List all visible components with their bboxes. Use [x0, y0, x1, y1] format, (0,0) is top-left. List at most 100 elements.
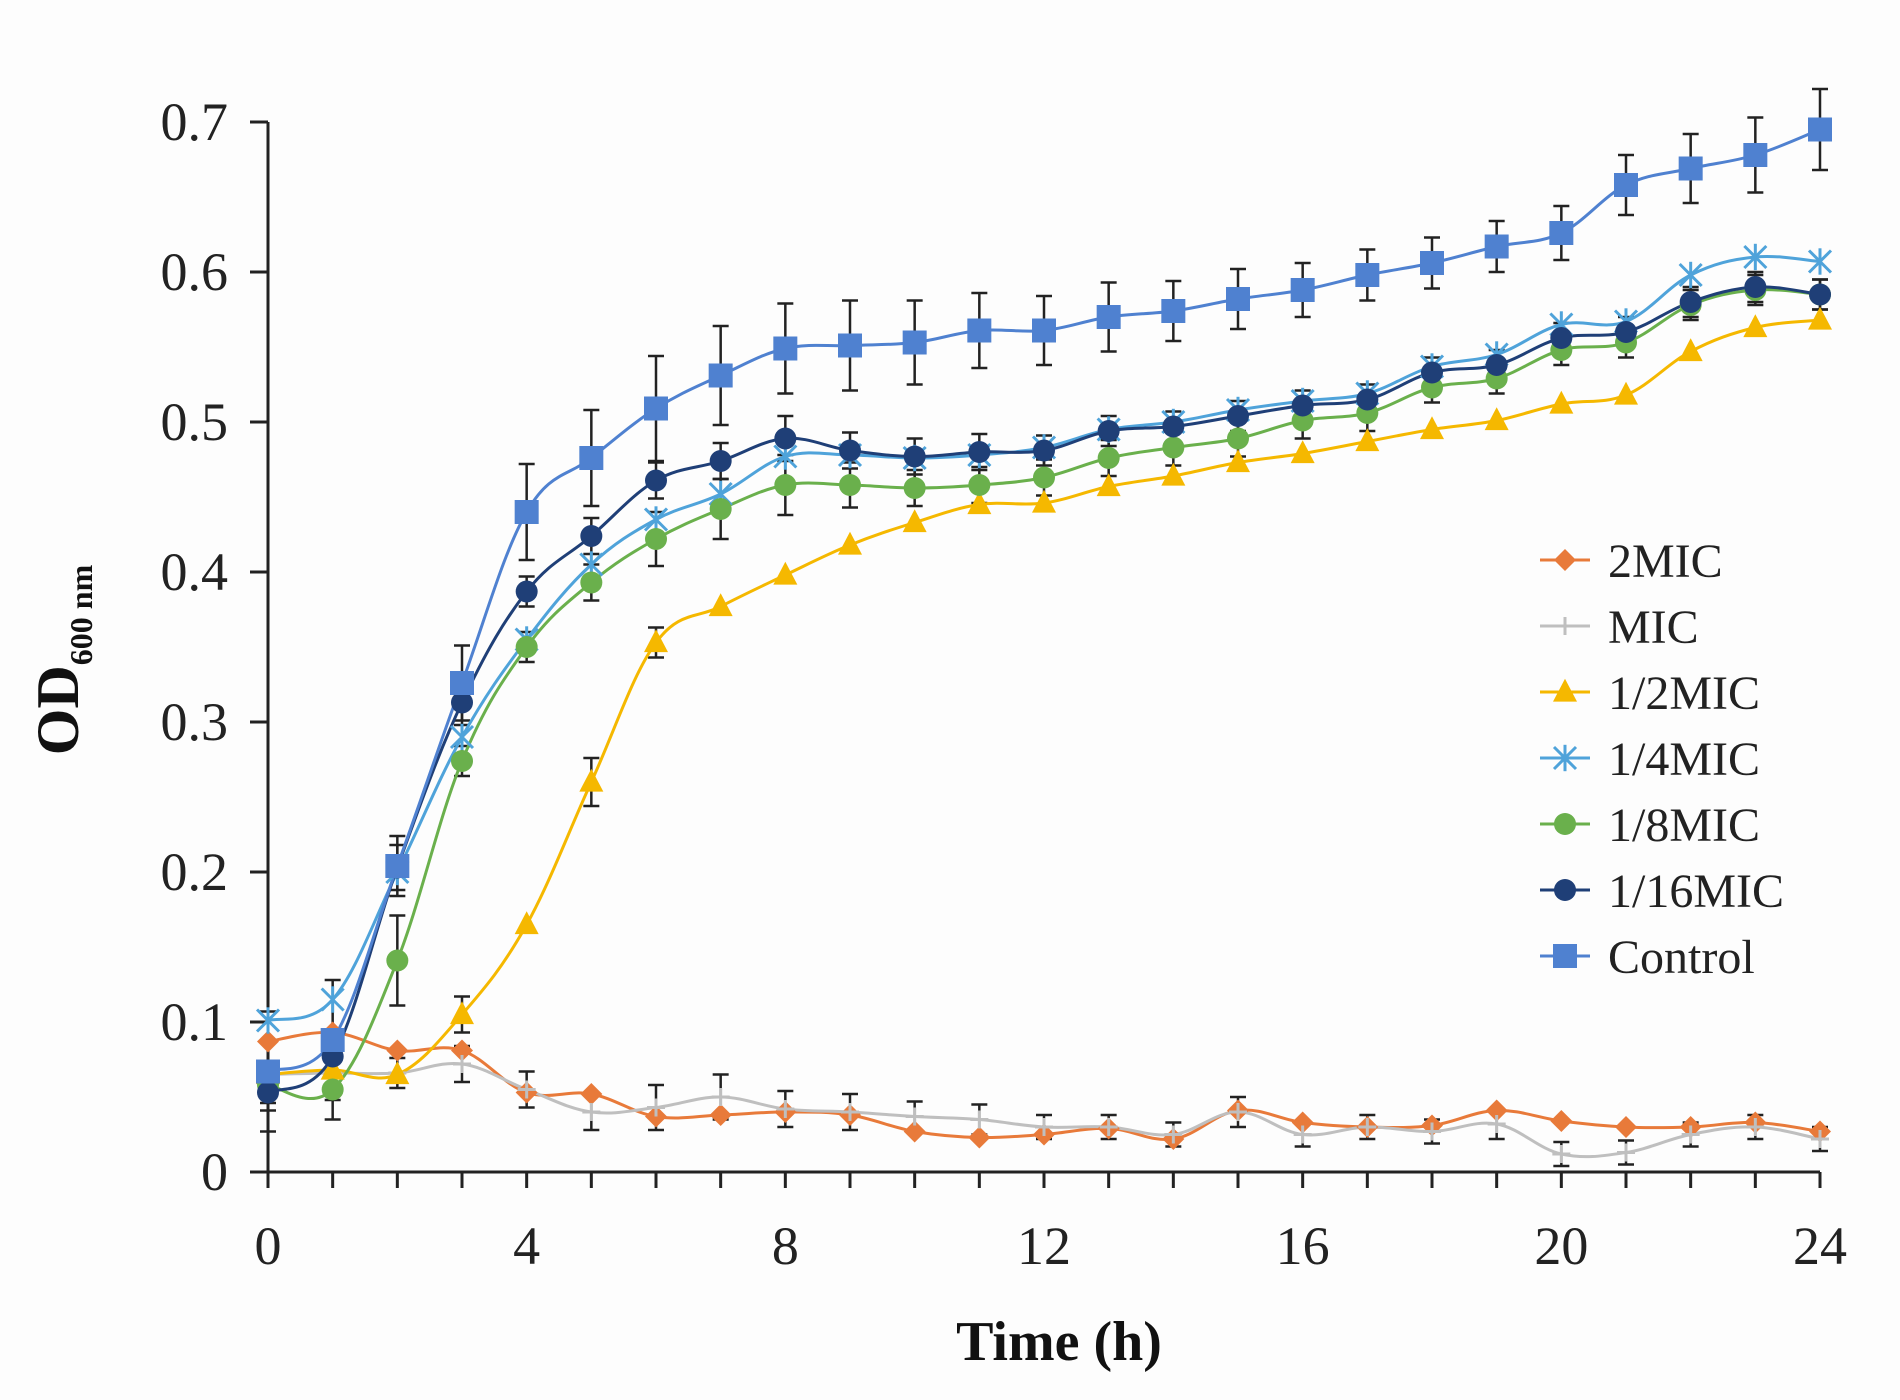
data-point-1-16mic: [580, 525, 603, 547]
x-tick-label: 8: [772, 1216, 799, 1276]
data-point-1-2mic: [708, 593, 733, 617]
legend-marker: [1556, 617, 1574, 635]
data-point-1-2mic: [450, 1001, 474, 1025]
data-point-1-2mic: [1808, 306, 1832, 330]
y-tick-label: 0.2: [161, 842, 229, 902]
data-point-control: [1032, 318, 1056, 343]
data-point-1-16mic: [451, 691, 473, 714]
data-point-mic: [1358, 1118, 1377, 1136]
data-point-mic: [1293, 1125, 1312, 1144]
data-point-2mic: [1291, 1111, 1314, 1134]
data-point-control: [1484, 234, 1509, 259]
x-tick-label: 24: [1793, 1216, 1847, 1276]
data-point-1-2mic: [514, 911, 539, 935]
series-lines: [267, 128, 1821, 1159]
data-point-1-2mic: [1226, 449, 1250, 473]
data-point-1-8mic: [645, 528, 667, 550]
legend-marker: [1553, 944, 1577, 968]
data-point-mic: [905, 1107, 924, 1126]
data-point-1-8mic: [839, 474, 861, 496]
data-point-mic: [1746, 1118, 1765, 1136]
x-tick-label: 20: [1534, 1216, 1588, 1276]
data-point-1-16mic: [1809, 283, 1831, 306]
data-point-1-8mic: [386, 949, 409, 972]
data-point-control: [1614, 173, 1638, 197]
legend-label: 1/8MIC: [1608, 799, 1760, 852]
data-point-1-16mic: [515, 580, 538, 603]
data-point-1-8mic: [1162, 436, 1185, 459]
data-point-mic: [453, 1055, 471, 1073]
data-point-control: [838, 333, 862, 358]
legend-label: Control: [1608, 931, 1755, 984]
data-point-2mic: [1615, 1116, 1637, 1138]
data-point-control: [320, 1028, 345, 1052]
data-point-mic: [841, 1103, 859, 1121]
data-point-1-2mic: [967, 491, 992, 515]
data-point-mic: [1617, 1143, 1635, 1162]
data-point-mic: [1681, 1125, 1700, 1144]
data-point-mic: [711, 1088, 730, 1106]
data-point-1-16mic: [774, 427, 797, 450]
data-point-1-8mic: [709, 498, 732, 520]
data-point-1-2mic: [1678, 338, 1703, 362]
legend-label: 1/4MIC: [1608, 733, 1760, 786]
data-point-mic: [1229, 1103, 1247, 1121]
data-point-control: [902, 330, 927, 355]
data-point-1-16mic: [1227, 405, 1249, 427]
legend-marker: [1554, 879, 1576, 901]
data-point-1-16mic: [709, 450, 732, 472]
data-point-1-16mic: [1291, 394, 1314, 417]
y-tick-label: 0: [201, 1142, 228, 1202]
data-point-1-2mic: [1614, 381, 1638, 405]
series-line-1-4mic: [267, 254, 1821, 1022]
data-point-1-4mic: [1678, 261, 1703, 289]
data-point-2mic: [903, 1120, 926, 1143]
data-point-control: [773, 336, 798, 361]
data-point-1-16mic: [1097, 420, 1120, 442]
data-point-1-8mic: [968, 474, 991, 496]
data-point-2mic: [257, 1030, 279, 1053]
x-tick-label: 16: [1276, 1216, 1330, 1276]
y-tick-label: 0.6: [161, 242, 229, 302]
data-point-1-2mic: [773, 561, 798, 585]
data-point-mic: [970, 1110, 989, 1129]
data-point-1-8mic: [1227, 427, 1249, 450]
y-axis-title-subscript: 600 nm: [63, 564, 99, 665]
axes: 0 0.1 0.2 0.3 0.4 0.5 0.6 0.7 0 4 8 12 16 20 24: [161, 92, 1848, 1276]
data-point-1-16mic: [839, 439, 861, 462]
data-point-1-16mic: [1744, 276, 1767, 298]
data-point-mic: [517, 1080, 536, 1099]
legend-item-control: Control: [1540, 931, 1755, 984]
data-point-1-2mic: [838, 531, 862, 555]
legend-label: 1/16MIC: [1608, 865, 1784, 918]
series-line-1-16mic: [267, 285, 1821, 1094]
data-point-2mic: [709, 1104, 732, 1126]
data-point-1-2mic: [385, 1061, 410, 1085]
data-point-1-2mic: [1096, 473, 1121, 497]
y-axis-title-main: OD: [25, 665, 91, 755]
data-point-1-4mic: [320, 986, 345, 1013]
data-point-mic: [1423, 1122, 1441, 1141]
data-point-1-4mic: [449, 723, 475, 751]
legend-item-mic: MIC: [1540, 601, 1699, 654]
data-point-1-16mic: [1356, 388, 1379, 411]
data-point-mic: [1164, 1125, 1183, 1144]
data-point-1-2mic: [1161, 462, 1186, 486]
data-point-control: [1290, 278, 1315, 302]
data-point-1-8mic: [515, 636, 538, 658]
y-tick-label: 0.1: [161, 992, 229, 1052]
data-point-1-2mic: [320, 1056, 345, 1080]
data-point-control: [1743, 143, 1768, 167]
data-point-1-4mic: [1743, 243, 1768, 271]
data-point-mic: [1811, 1130, 1829, 1148]
data-point-control: [644, 396, 668, 421]
data-point-1-8mic: [451, 750, 473, 772]
data-point-1-2mic: [1032, 489, 1056, 513]
data-point-1-2mic: [1290, 440, 1315, 464]
x-axis-title: Time (h): [956, 1311, 1162, 1373]
data-point-control: [1678, 156, 1703, 181]
data-point-control: [1096, 305, 1121, 329]
data-point-1-16mic: [1421, 361, 1443, 384]
